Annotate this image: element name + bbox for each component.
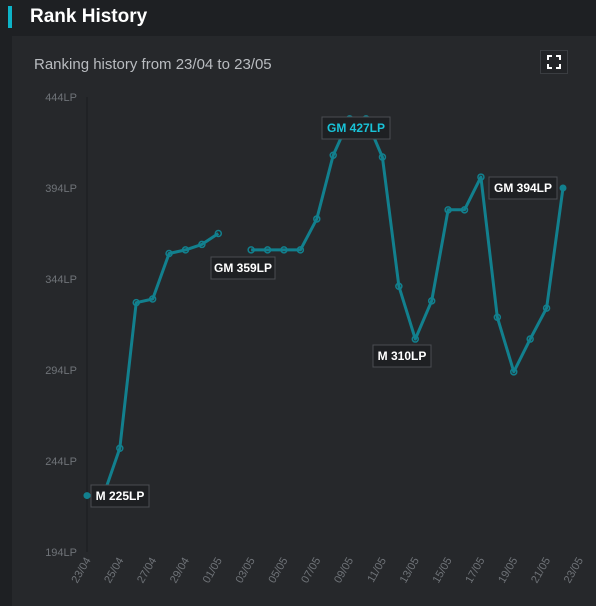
data-point	[148, 295, 157, 303]
data-point	[526, 335, 534, 343]
page-title: Rank History	[30, 6, 148, 27]
annotation-box	[321, 116, 391, 140]
chart-subtitle: Ranking history from 23/04 to 23/05	[34, 56, 272, 73]
x-tick-label: 21/05	[529, 556, 553, 586]
data-point	[559, 184, 567, 192]
data-point	[165, 249, 173, 258]
x-tick-label: 07/05	[299, 556, 323, 586]
annotation-label: M 310LP	[378, 349, 427, 363]
annotation-box	[488, 176, 558, 200]
annotation-label: GM 394LP	[494, 181, 552, 195]
annotation-label: GM 427LP	[327, 121, 385, 135]
x-tick-label: 13/05	[398, 556, 422, 586]
y-tick-label: 394LP	[45, 183, 77, 195]
x-tick-label: 25/04	[102, 556, 126, 586]
annotation-box	[90, 484, 150, 508]
annotation-label: GM 359LP	[214, 261, 272, 275]
data-point	[263, 246, 272, 254]
series-line-segment	[251, 117, 565, 374]
data-point	[116, 444, 124, 453]
data-point	[395, 282, 403, 291]
data-point	[132, 298, 140, 307]
y-tick-label: 244LP	[45, 456, 77, 468]
annotation-box	[372, 344, 432, 368]
series-line-segment	[87, 232, 220, 498]
data-point	[477, 173, 485, 181]
data-point	[280, 246, 288, 254]
x-tick-label: 15/05	[431, 556, 455, 586]
y-tick-label: 344LP	[45, 274, 77, 286]
data-point	[181, 246, 190, 254]
data-point	[247, 246, 255, 254]
data-point	[510, 368, 518, 376]
annotation-box	[210, 256, 276, 280]
data-point	[493, 313, 502, 321]
x-tick-label: 23/04	[69, 556, 93, 586]
y-tick-label: 444LP	[45, 92, 77, 104]
annotation-label: M 225LP	[96, 489, 145, 503]
x-tick-label: 03/05	[234, 556, 258, 586]
data-point	[542, 304, 551, 312]
x-tick-label: 01/05	[201, 556, 225, 586]
y-tick-label: 194LP	[45, 547, 77, 559]
data-point	[198, 240, 206, 249]
header-accent-bar	[8, 6, 12, 28]
x-tick-label: 27/04	[135, 556, 159, 586]
x-tick-label: 05/05	[266, 556, 290, 586]
data-point	[214, 229, 223, 238]
data-point	[444, 206, 452, 214]
x-tick-label: 29/04	[168, 556, 192, 586]
data-point	[83, 492, 91, 500]
x-tick-label: 09/05	[332, 556, 356, 586]
x-tick-label: 23/05	[562, 556, 586, 586]
data-point	[460, 206, 469, 214]
data-point	[313, 215, 321, 223]
y-tick-label: 294LP	[45, 365, 77, 377]
data-point	[329, 151, 337, 159]
page-header: Rank History	[0, 0, 596, 34]
x-tick-label: 17/05	[463, 556, 487, 586]
x-tick-label: 19/05	[496, 556, 520, 586]
fullscreen-icon	[547, 55, 561, 69]
fullscreen-button[interactable]	[540, 50, 568, 74]
data-point	[427, 297, 436, 305]
data-point	[411, 335, 420, 343]
data-point	[296, 246, 305, 254]
x-tick-label: 11/05	[365, 556, 389, 585]
data-point	[378, 153, 387, 161]
